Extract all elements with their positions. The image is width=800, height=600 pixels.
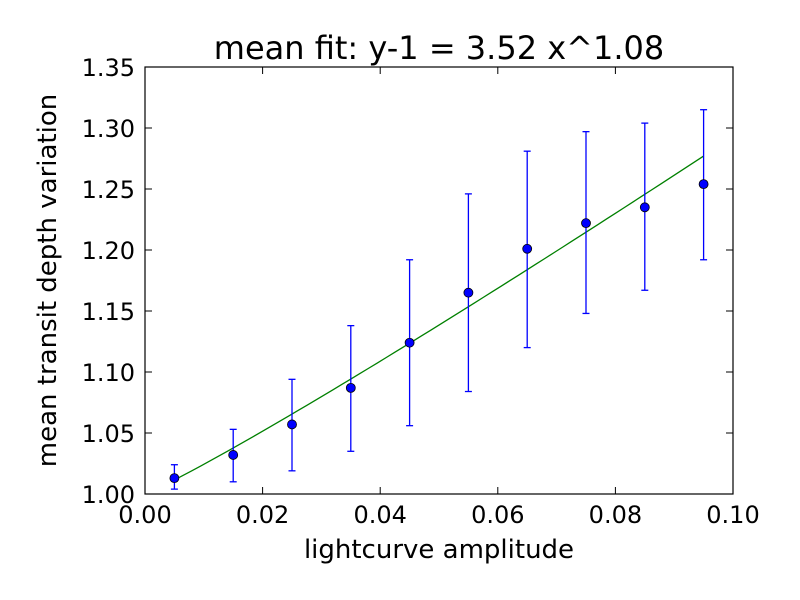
- plot-frame: [144, 66, 734, 495]
- y-tick-label: 1.20: [82, 237, 135, 265]
- y-tick-label: 1.10: [82, 359, 135, 387]
- x-tick-label: 0.02: [236, 501, 289, 529]
- data-point: [698, 179, 709, 190]
- x-tick-label: 0.04: [353, 501, 406, 529]
- error-bars: [170, 109, 708, 490]
- y-tick-label: 1.25: [82, 176, 135, 204]
- y-tick-label: 1.00: [82, 481, 135, 509]
- y-tick-label: 1.15: [82, 298, 135, 326]
- y-tick-label: 1.30: [82, 115, 135, 143]
- x-axis-label: lightcurve amplitude: [304, 535, 574, 565]
- chart-title: mean fit: y-1 = 3.52 x^1.08: [214, 29, 664, 67]
- x-axis-ticks: 0.00 0.02 0.04 0.06 0.08 0.10: [118, 67, 760, 529]
- data-point: [169, 473, 180, 484]
- y-tick-label: 1.35: [82, 54, 135, 82]
- y-axis-label: mean transit depth variation: [33, 94, 63, 467]
- data-point: [463, 287, 474, 298]
- data-point: [639, 202, 650, 213]
- fit-layer: [174, 155, 704, 481]
- x-tick-label: 0.10: [706, 501, 759, 529]
- fit-line: [174, 155, 704, 481]
- data-points: [169, 179, 709, 484]
- data-point: [345, 382, 356, 393]
- y-tick-label: 1.05: [82, 420, 135, 448]
- x-tick-label: 0.00: [118, 501, 171, 529]
- data-point: [228, 450, 239, 460]
- x-tick-label: 0.06: [471, 501, 524, 529]
- data-point: [404, 337, 415, 348]
- data-point: [522, 243, 533, 254]
- y-axis-ticks: 1.00 1.05 1.10 1.15 1.20 1.25 1.30 1.35: [82, 54, 733, 509]
- x-tick-label: 0.08: [589, 501, 642, 529]
- data-point: [287, 419, 297, 430]
- data-point: [581, 218, 591, 229]
